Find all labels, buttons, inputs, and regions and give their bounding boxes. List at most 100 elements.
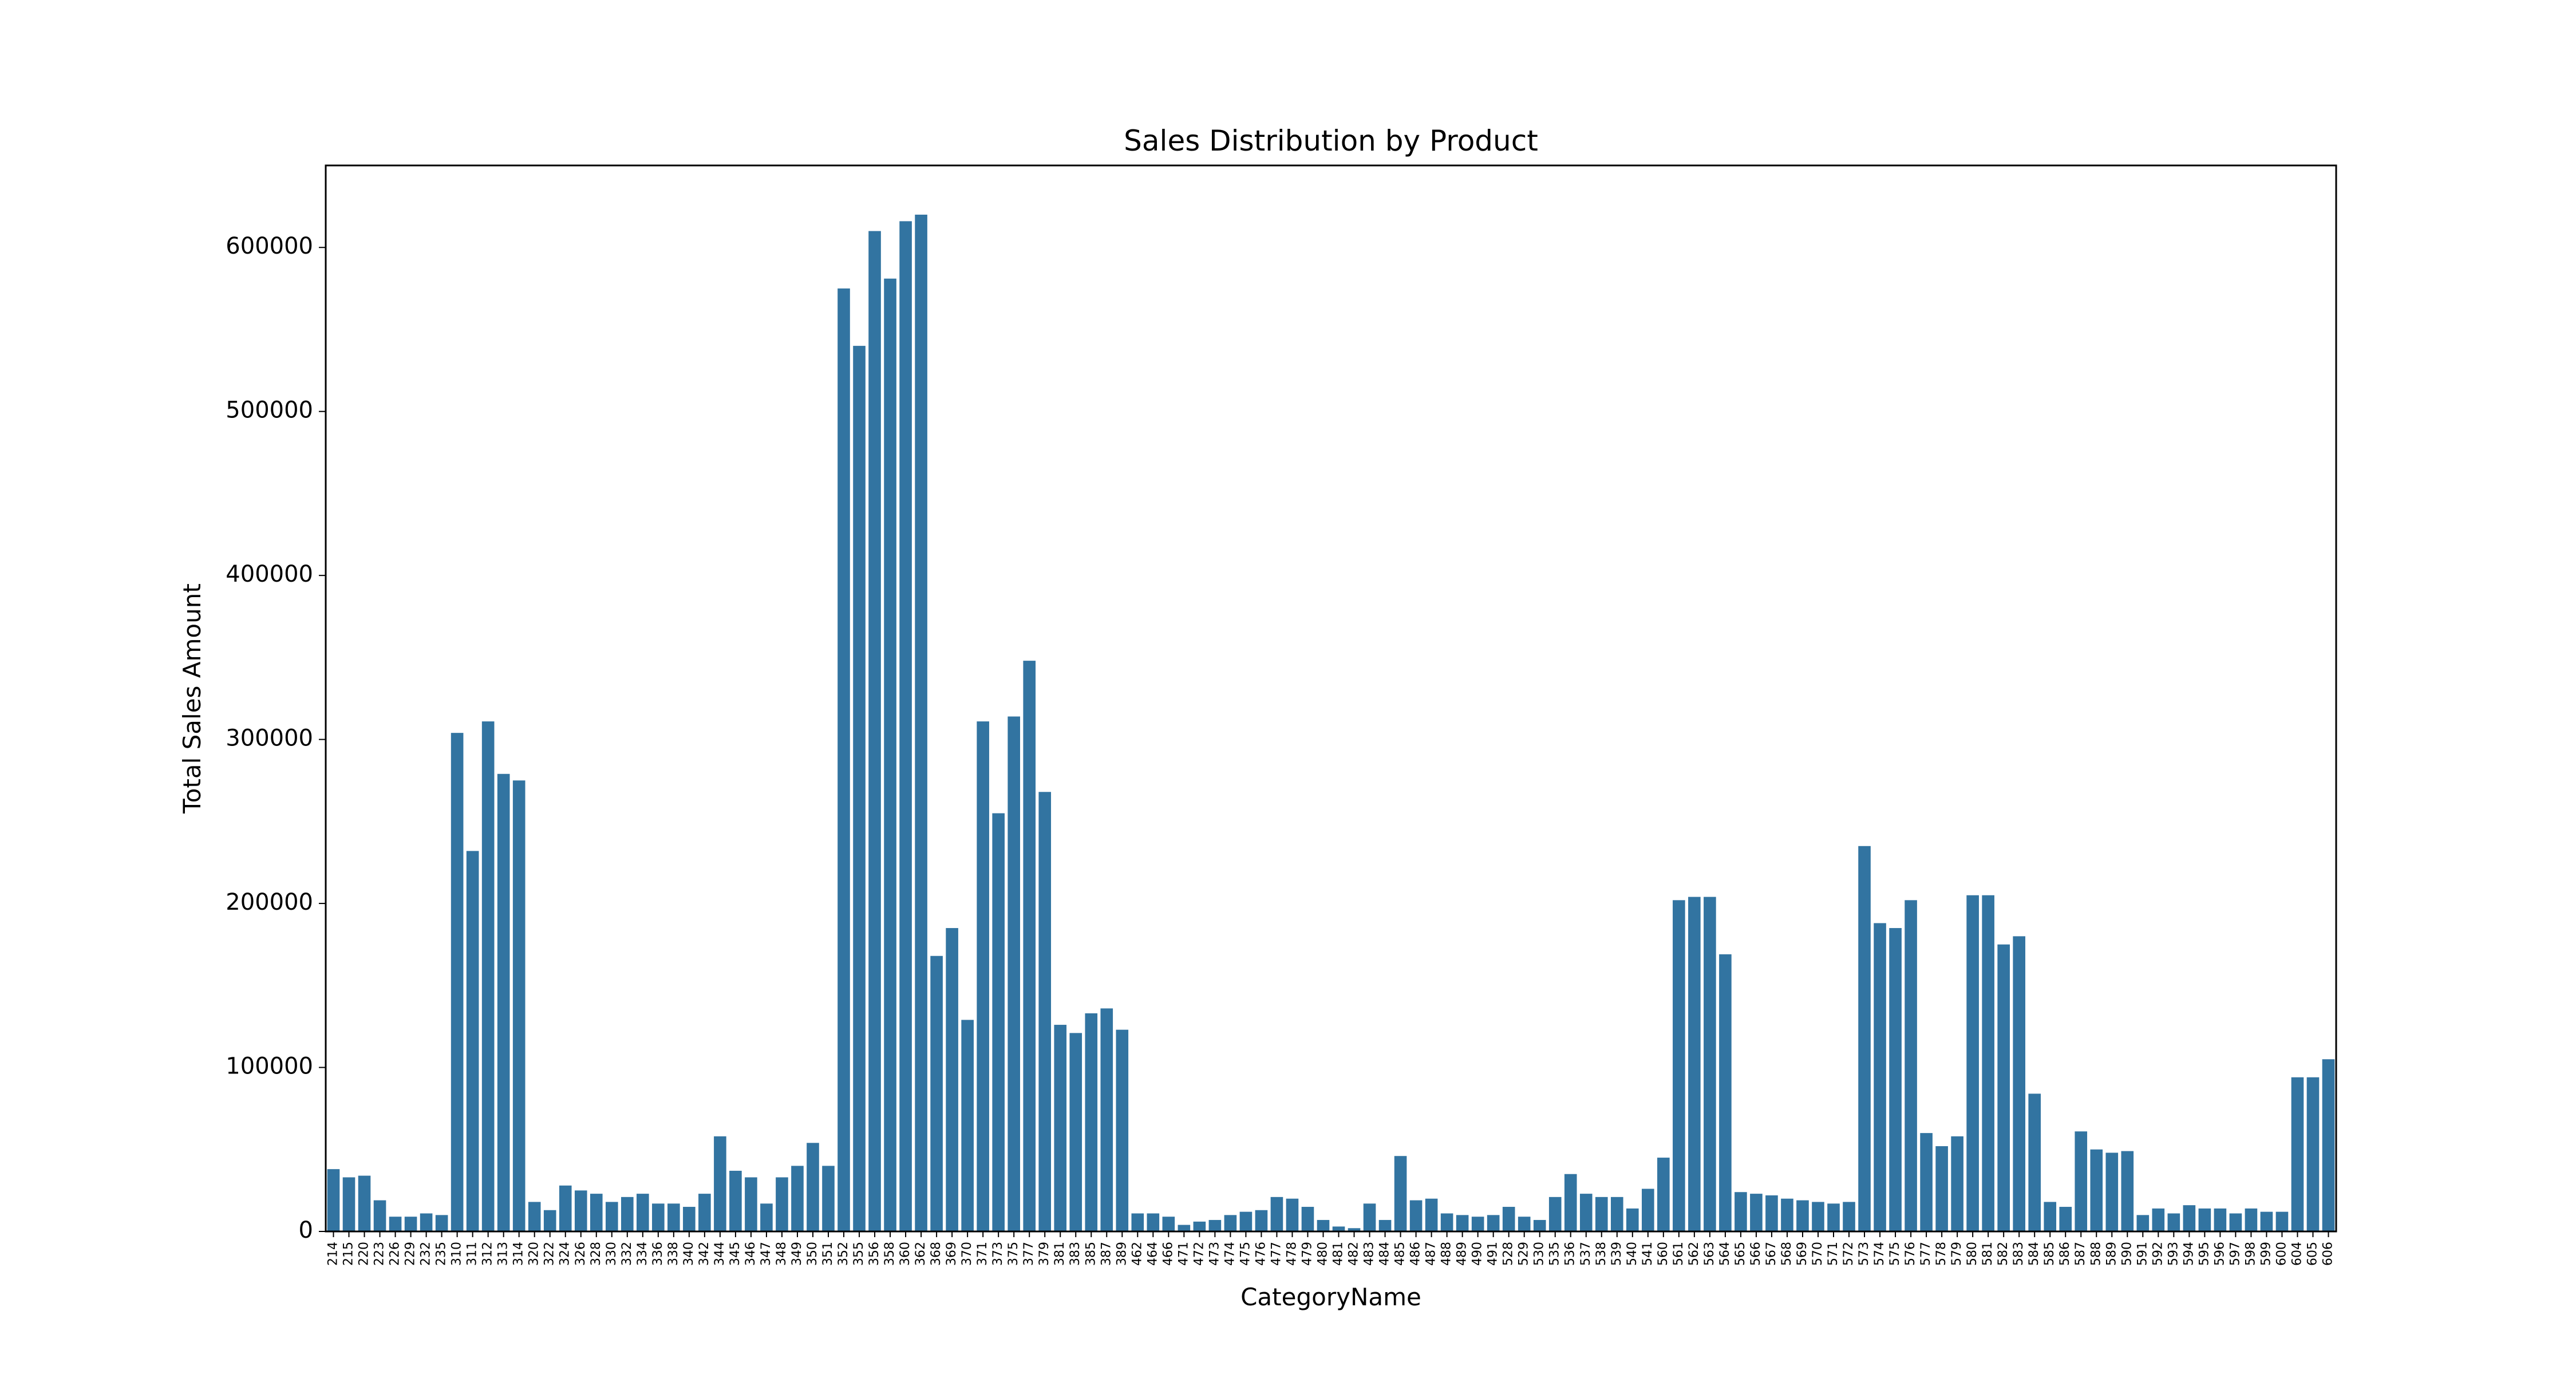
bar-539 bbox=[1610, 1197, 1623, 1231]
x-tick-label-344: 344 bbox=[713, 1242, 727, 1266]
x-tick-label-332: 332 bbox=[620, 1242, 634, 1266]
x-tick-label-214: 214 bbox=[326, 1242, 341, 1266]
bar-485 bbox=[1394, 1156, 1407, 1231]
bar-578 bbox=[1935, 1146, 1948, 1231]
x-tick-label-215: 215 bbox=[342, 1242, 356, 1266]
bar-486 bbox=[1409, 1200, 1423, 1231]
x-tick-label-567: 567 bbox=[1764, 1242, 1779, 1266]
x-tick-label-588: 588 bbox=[2089, 1242, 2103, 1266]
bar-562 bbox=[1688, 897, 1701, 1231]
x-tick-label-566: 566 bbox=[1749, 1242, 1763, 1266]
x-tick-label-565: 565 bbox=[1733, 1242, 1748, 1266]
x-tick-label-328: 328 bbox=[589, 1242, 603, 1266]
bar-475 bbox=[1239, 1211, 1253, 1231]
x-tick-label-312: 312 bbox=[481, 1242, 495, 1266]
x-tick-label-232: 232 bbox=[419, 1242, 433, 1266]
x-tick-label-474: 474 bbox=[1223, 1242, 1237, 1266]
x-tick-label-574: 574 bbox=[1872, 1242, 1887, 1266]
bar-605 bbox=[2306, 1077, 2320, 1231]
x-tick-label-324: 324 bbox=[558, 1242, 572, 1266]
x-tick-label-539: 539 bbox=[1610, 1242, 1624, 1266]
bar-471 bbox=[1178, 1225, 1191, 1231]
bar-322 bbox=[543, 1210, 556, 1231]
x-tick-label-369: 369 bbox=[945, 1242, 959, 1266]
x-tick-label-562: 562 bbox=[1687, 1242, 1701, 1266]
bar-580 bbox=[1966, 895, 1979, 1231]
x-tick-label-488: 488 bbox=[1440, 1242, 1454, 1266]
bar-358 bbox=[884, 278, 896, 1231]
bar-594 bbox=[2183, 1205, 2196, 1231]
x-tick-label-489: 489 bbox=[1455, 1242, 1469, 1266]
bar-593 bbox=[2167, 1213, 2180, 1231]
x-tick-label-570: 570 bbox=[1811, 1242, 1825, 1266]
bar-223 bbox=[373, 1200, 386, 1231]
bar-351 bbox=[822, 1166, 835, 1231]
x-tick-label-575: 575 bbox=[1888, 1242, 1902, 1266]
x-tick-label-528: 528 bbox=[1502, 1242, 1516, 1266]
x-tick-label-462: 462 bbox=[1130, 1242, 1144, 1266]
x-tick-label-600: 600 bbox=[2274, 1242, 2289, 1266]
bar-560 bbox=[1657, 1158, 1670, 1231]
x-tick-label-340: 340 bbox=[682, 1242, 696, 1266]
bar-381 bbox=[1054, 1025, 1067, 1231]
bar-220 bbox=[358, 1175, 371, 1231]
bar-474 bbox=[1224, 1215, 1237, 1231]
bar-472 bbox=[1193, 1221, 1206, 1231]
x-tick-label-475: 475 bbox=[1238, 1242, 1253, 1266]
bar-606 bbox=[2322, 1059, 2335, 1231]
bar-362 bbox=[915, 214, 927, 1231]
x-tick-label-320: 320 bbox=[527, 1242, 542, 1266]
x-tick-label-577: 577 bbox=[1919, 1242, 1933, 1266]
bar-235 bbox=[435, 1215, 448, 1231]
x-tick-label-342: 342 bbox=[697, 1242, 712, 1266]
x-tick-label-484: 484 bbox=[1378, 1242, 1392, 1266]
x-tick-label-485: 485 bbox=[1393, 1242, 1408, 1266]
bar-592 bbox=[2152, 1208, 2165, 1231]
bar-348 bbox=[776, 1177, 788, 1231]
bar-577 bbox=[1920, 1133, 1933, 1231]
x-tick-label-334: 334 bbox=[635, 1242, 650, 1266]
x-tick-label-587: 587 bbox=[2073, 1242, 2088, 1266]
x-tick-label-585: 585 bbox=[2042, 1242, 2057, 1266]
bar-356 bbox=[868, 231, 881, 1232]
x-tick-label-595: 595 bbox=[2197, 1242, 2211, 1266]
x-tick-label-480: 480 bbox=[1315, 1242, 1330, 1266]
x-tick-label-599: 599 bbox=[2259, 1242, 2273, 1266]
y-tick-label-200000: 200000 bbox=[226, 889, 313, 915]
bar-535 bbox=[1548, 1197, 1562, 1231]
bar-350 bbox=[807, 1143, 819, 1231]
bar-371 bbox=[977, 721, 989, 1231]
x-tick-label-464: 464 bbox=[1145, 1242, 1160, 1266]
x-tick-label-313: 313 bbox=[496, 1242, 511, 1266]
x-tick-label-220: 220 bbox=[357, 1242, 372, 1266]
bar-232 bbox=[420, 1213, 433, 1231]
bar-215 bbox=[342, 1177, 355, 1231]
bar-466 bbox=[1162, 1217, 1175, 1231]
bar-484 bbox=[1378, 1219, 1392, 1231]
bar-480 bbox=[1317, 1219, 1330, 1231]
x-tick-label-235: 235 bbox=[434, 1242, 449, 1266]
x-tick-label-573: 573 bbox=[1857, 1242, 1871, 1266]
x-tick-label-580: 580 bbox=[1965, 1242, 1980, 1266]
x-tick-label-591: 591 bbox=[2135, 1242, 2150, 1266]
bar-311 bbox=[466, 851, 479, 1231]
x-tick-label-487: 487 bbox=[1424, 1242, 1439, 1266]
bar-313 bbox=[497, 773, 510, 1231]
x-tick-label-346: 346 bbox=[744, 1242, 758, 1266]
y-tick-label-600000: 600000 bbox=[226, 233, 313, 259]
bar-226 bbox=[389, 1217, 402, 1231]
x-tick-label-582: 582 bbox=[1996, 1242, 2010, 1266]
x-tick-label-383: 383 bbox=[1068, 1242, 1082, 1266]
bar-561 bbox=[1673, 900, 1685, 1231]
bar-324 bbox=[559, 1185, 572, 1231]
x-tick-label-370: 370 bbox=[960, 1242, 974, 1266]
x-tick-label-385: 385 bbox=[1084, 1242, 1098, 1266]
x-tick-label-594: 594 bbox=[2182, 1242, 2196, 1266]
x-tick-label-347: 347 bbox=[759, 1242, 773, 1266]
x-tick-label-314: 314 bbox=[512, 1242, 526, 1266]
y-tick-label-400000: 400000 bbox=[226, 561, 313, 587]
x-tick-label-598: 598 bbox=[2243, 1242, 2258, 1266]
x-tick-label-479: 479 bbox=[1300, 1242, 1314, 1266]
bar-587 bbox=[2075, 1131, 2088, 1231]
plot-frame bbox=[325, 164, 2337, 1233]
